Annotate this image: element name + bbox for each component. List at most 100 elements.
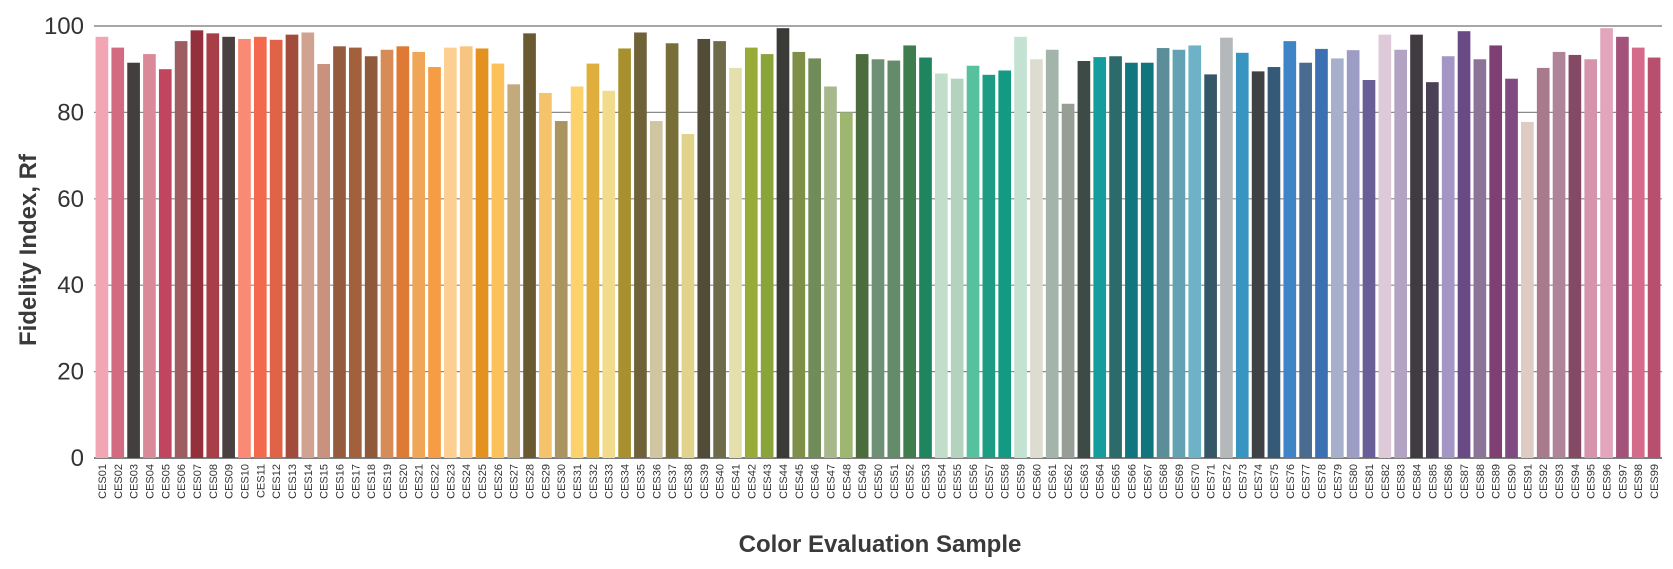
bar-ces86: [1441, 56, 1455, 459]
x-tick-label: CES84: [1412, 464, 1424, 499]
x-tick-label: CES41: [730, 464, 742, 499]
bar-ces34: [618, 48, 631, 459]
bar-ces21: [412, 51, 426, 459]
bar-ces65: [1109, 56, 1122, 459]
x-axis-title: Color Evaluation Sample: [739, 531, 1022, 558]
bar-ces11: [253, 36, 267, 459]
x-tick-label: CES34: [620, 464, 632, 499]
x-tick-label: CES54: [936, 464, 948, 499]
x-tick-label: CES79: [1332, 464, 1344, 499]
x-tick-label: CES80: [1348, 464, 1360, 499]
bar-ces44: [776, 28, 790, 458]
bar-ces94: [1568, 54, 1582, 458]
x-tick-label: CES43: [762, 464, 774, 499]
bar-ces46: [808, 58, 821, 459]
x-tick-label: CES40: [715, 464, 727, 499]
bar-ces83: [1394, 49, 1408, 458]
bar-ces59: [1014, 36, 1027, 459]
x-tick-label: CES48: [841, 464, 853, 499]
bar-ces97: [1616, 36, 1629, 459]
bar-ces39: [697, 38, 711, 459]
x-tick-label: CES73: [1237, 464, 1249, 499]
x-tick-label: CES49: [857, 464, 869, 499]
x-tick-label: CES51: [889, 464, 901, 499]
x-tick-label: CES25: [477, 464, 489, 499]
bar-ces15: [317, 64, 330, 459]
x-tick-label: CES47: [825, 464, 837, 499]
bar-ces82: [1378, 34, 1392, 458]
x-tick-label: CES18: [366, 464, 378, 499]
x-tick-label: CES69: [1174, 464, 1186, 499]
x-tick-label: CES71: [1206, 464, 1218, 499]
bar-ces93: [1552, 51, 1566, 459]
x-tick-label: CES58: [1000, 464, 1012, 499]
bar-ces17: [348, 47, 362, 458]
x-tick-label: CES94: [1570, 464, 1582, 499]
x-tick-label: CES64: [1095, 464, 1107, 499]
x-tick-label: CES65: [1111, 464, 1123, 499]
bar-ces25: [475, 48, 489, 459]
bar-ces06: [174, 41, 188, 459]
bar-ces56: [966, 65, 980, 458]
bar-ces88: [1473, 59, 1487, 458]
bar-ces84: [1410, 34, 1423, 458]
x-tick-label: CES26: [493, 464, 505, 499]
y-tick-label: 100: [44, 13, 84, 40]
x-tick-label: CES56: [968, 464, 980, 499]
bar-ces79: [1330, 58, 1344, 459]
bar-ces90: [1505, 78, 1518, 458]
bar-ces89: [1489, 45, 1503, 458]
bar-ces05: [158, 69, 172, 458]
bar-ces19: [380, 49, 394, 458]
bar-ces66: [1125, 62, 1138, 458]
x-tick-label: CES50: [873, 464, 885, 499]
x-tick-label: CES16: [334, 464, 346, 499]
x-tick-label: CES55: [952, 464, 964, 499]
bar-ces68: [1156, 48, 1170, 458]
y-tick-label: 20: [57, 359, 84, 386]
bar-ces81: [1362, 80, 1376, 458]
x-tick-label: CES28: [525, 464, 537, 499]
bar-ces24: [459, 46, 473, 458]
bar-ces12: [269, 39, 283, 458]
bar-ces73: [1235, 52, 1249, 459]
x-tick-label: CES74: [1253, 464, 1265, 499]
x-tick-label: CES36: [651, 464, 663, 499]
x-tick-label: CES06: [176, 464, 188, 499]
x-tick-label: CES19: [382, 464, 394, 499]
bar-ces42: [744, 47, 758, 458]
x-tick-label: CES05: [160, 464, 172, 499]
x-tick-label: CES68: [1158, 464, 1170, 499]
bar-ces02: [111, 47, 125, 458]
x-tick-label: CES90: [1507, 464, 1519, 499]
x-tick-label: CES14: [303, 464, 315, 499]
bar-ces31: [570, 86, 584, 458]
x-tick-label: CES99: [1649, 464, 1661, 499]
bar-ces80: [1346, 50, 1360, 458]
bar-ces75: [1267, 67, 1281, 458]
x-tick-label: CES30: [556, 464, 568, 499]
bar-ces54: [935, 73, 948, 459]
x-tick-label: CES35: [635, 464, 647, 499]
x-tick-label: CES78: [1316, 464, 1328, 499]
bar-ces99: [1647, 57, 1661, 458]
bar-ces47: [824, 86, 837, 458]
bar-ces22: [428, 67, 441, 458]
bar-ces20: [396, 46, 410, 458]
x-tick-label: CES92: [1538, 464, 1550, 499]
bar-ces07: [190, 30, 204, 458]
bar-ces04: [143, 54, 156, 459]
x-tick-label: CES70: [1190, 464, 1202, 499]
bar-ces45: [792, 51, 806, 459]
bar-ces27: [507, 84, 521, 458]
x-tick-label: CES97: [1617, 464, 1629, 499]
x-tick-label: CES86: [1443, 464, 1455, 499]
bar-ces33: [602, 90, 616, 459]
bar-ces60: [1030, 59, 1043, 458]
x-tick-label: CES63: [1079, 464, 1091, 499]
x-tick-label: CES01: [97, 464, 109, 499]
x-tick-label: CES82: [1380, 464, 1392, 499]
bar-ces23: [444, 47, 457, 458]
